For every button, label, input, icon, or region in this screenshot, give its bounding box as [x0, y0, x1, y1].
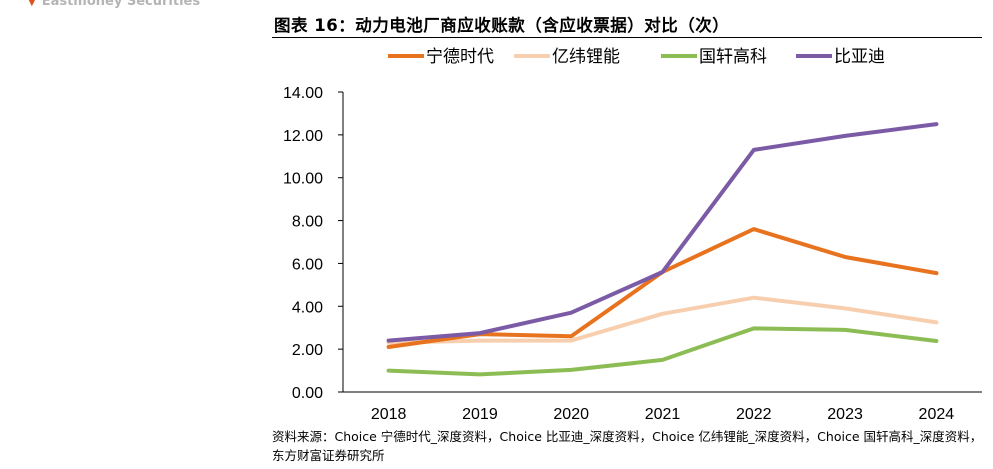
x-tick-label: 2022 [736, 406, 772, 423]
series-line-2 [386, 295, 939, 345]
y-tick-label: 10.00 [283, 171, 323, 188]
chart-axes: 0.00 2.00 4.00 6.00 8.00 10.00 12.00 14.00 2018 2… [283, 85, 982, 423]
legend-label: 宁德时代 [426, 47, 494, 66]
line-chart: 宁德时代 亿纬锂能 国轩高科 比亚迪 0.00 2.00 4.00 6.00 8.00 10.0… [283, 47, 982, 423]
legend-label: 比亚迪 [834, 47, 885, 66]
legend-label: 国轩高科 [699, 47, 767, 66]
brand-mark-icon: ▼ [28, 0, 36, 8]
chart-series [386, 122, 939, 377]
y-tick-label: 14.00 [283, 85, 323, 102]
x-tick-label: 2021 [645, 406, 681, 423]
chart-legend: 宁德时代 亿纬锂能 国轩高科 比亚迪 [388, 47, 885, 66]
title-divider [272, 37, 982, 38]
x-tick-label: 2019 [462, 406, 498, 423]
chart-title: 图表 16：动力电池厂商应收账款（含应收票据）对比（次） [274, 16, 730, 35]
brand-logo: ▼ Eastmoney Securities [28, 0, 200, 9]
y-tick-label: 8.00 [292, 214, 323, 231]
y-tick-label: 4.00 [292, 299, 323, 316]
source-note: 资料来源：Choice 宁德时代_深度资料，Choice 比亚迪_深度资料，Ch… [272, 429, 983, 463]
y-tick-label: 6.00 [292, 256, 323, 273]
x-tick-label: 2018 [371, 406, 407, 423]
y-tick-label: 2.00 [292, 342, 323, 359]
series-line-3 [386, 326, 939, 377]
y-tick-label: 0.00 [292, 385, 323, 402]
y-tick-label: 12.00 [283, 128, 323, 145]
x-tick-label: 2024 [919, 406, 955, 423]
x-tick-label: 2023 [827, 406, 863, 423]
series-line-4 [386, 122, 939, 343]
x-tick-label: 2020 [553, 406, 589, 423]
brand-name: Eastmoney Securities [41, 0, 201, 9]
legend-label: 亿纬锂能 [552, 47, 620, 66]
